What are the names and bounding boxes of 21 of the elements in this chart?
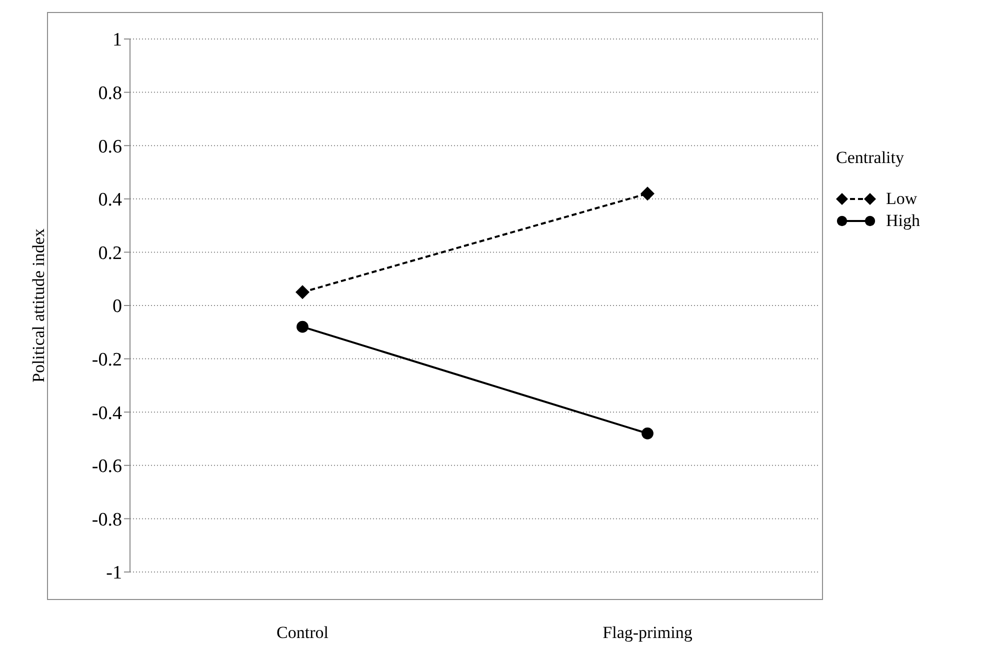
y-tick-label: -0.6 [92, 456, 122, 478]
point [642, 427, 654, 440]
legend-label: High [886, 211, 920, 231]
y-tick-label: -0.8 [92, 509, 122, 530]
y-tick-label: 1 [112, 30, 122, 51]
legend-label: Low [886, 189, 918, 209]
x-tick-label: Control [276, 623, 329, 642]
y-tick-label: 0.6 [98, 136, 122, 158]
y-tick-label: -0.2 [92, 350, 122, 371]
y-tick-label: 0.8 [98, 83, 122, 104]
y-tick-label: 0.4 [98, 190, 122, 211]
point [296, 320, 308, 333]
x-tick-label: Flag-priming [602, 623, 693, 642]
y-axis-title: Political attitude index [29, 228, 48, 382]
point [640, 186, 654, 201]
y-tick-label: -1 [106, 562, 122, 584]
y-tick-label: 0 [112, 296, 122, 318]
point [296, 285, 310, 300]
y-tick-label: 0.2 [98, 242, 122, 264]
legend-title: Centrality [836, 148, 905, 168]
y-tick-label: -0.4 [92, 402, 122, 424]
